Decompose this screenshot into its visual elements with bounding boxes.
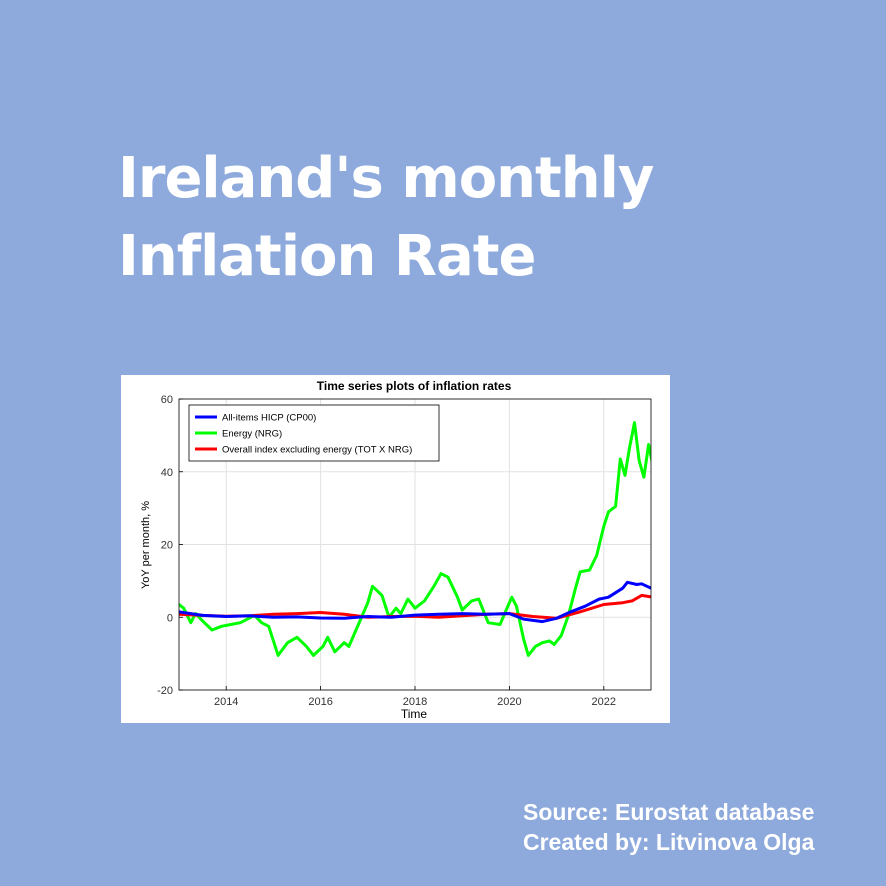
x-tick-label: 2014 xyxy=(214,696,238,708)
tick-layer: 2014 2016 2018 2020 2022 -20 0 20 40 60 xyxy=(157,394,616,708)
series-line-1 xyxy=(179,421,651,657)
legend-entry: Energy (NRG) xyxy=(222,429,282,440)
chart-legend: All-items HICP (CP00) Energy (NRG) Overall… xyxy=(188,404,440,462)
source-credit: Source: Eurostat database xyxy=(523,799,815,825)
series-layer xyxy=(179,421,651,657)
x-tick-label: 2018 xyxy=(403,696,427,708)
x-tick-label: 2020 xyxy=(497,696,521,708)
series-line-2 xyxy=(179,593,651,620)
legend-entry: All-items HICP (CP00) xyxy=(222,413,316,424)
headline-line-2: Inflation Rate xyxy=(118,224,537,289)
legend-box xyxy=(188,404,440,462)
chart-title: Time series plots of inflation rates xyxy=(317,379,512,393)
credits: Source: Eurostat database Created by: Li… xyxy=(523,797,814,857)
y-tick-label: 40 xyxy=(161,467,173,479)
y-axis-label: YoY per month, % xyxy=(140,501,152,589)
page-headline: Ireland's monthly Inflation Rate xyxy=(118,140,654,296)
inflation-chart: Time series plots of inflation rates 201… xyxy=(140,379,652,721)
plot-frame xyxy=(178,398,652,691)
x-tick-label: 2016 xyxy=(308,696,332,708)
y-tick-label: 20 xyxy=(161,540,173,552)
x-tick-label: 2022 xyxy=(592,696,616,708)
author-credit: Created by: Litvinova Olga xyxy=(523,829,815,855)
y-tick-label: 0 xyxy=(167,612,173,624)
y-tick-label: 60 xyxy=(161,394,173,406)
chart-panel: Time series plots of inflation rates 201… xyxy=(121,375,670,723)
headline-line-1: Ireland's monthly xyxy=(118,146,654,211)
y-tick-label: -20 xyxy=(157,685,173,697)
series-line-0 xyxy=(179,580,651,624)
x-axis-label: Time xyxy=(401,707,428,721)
legend-entry: Overall index excluding energy (TOT X NR… xyxy=(222,445,412,456)
